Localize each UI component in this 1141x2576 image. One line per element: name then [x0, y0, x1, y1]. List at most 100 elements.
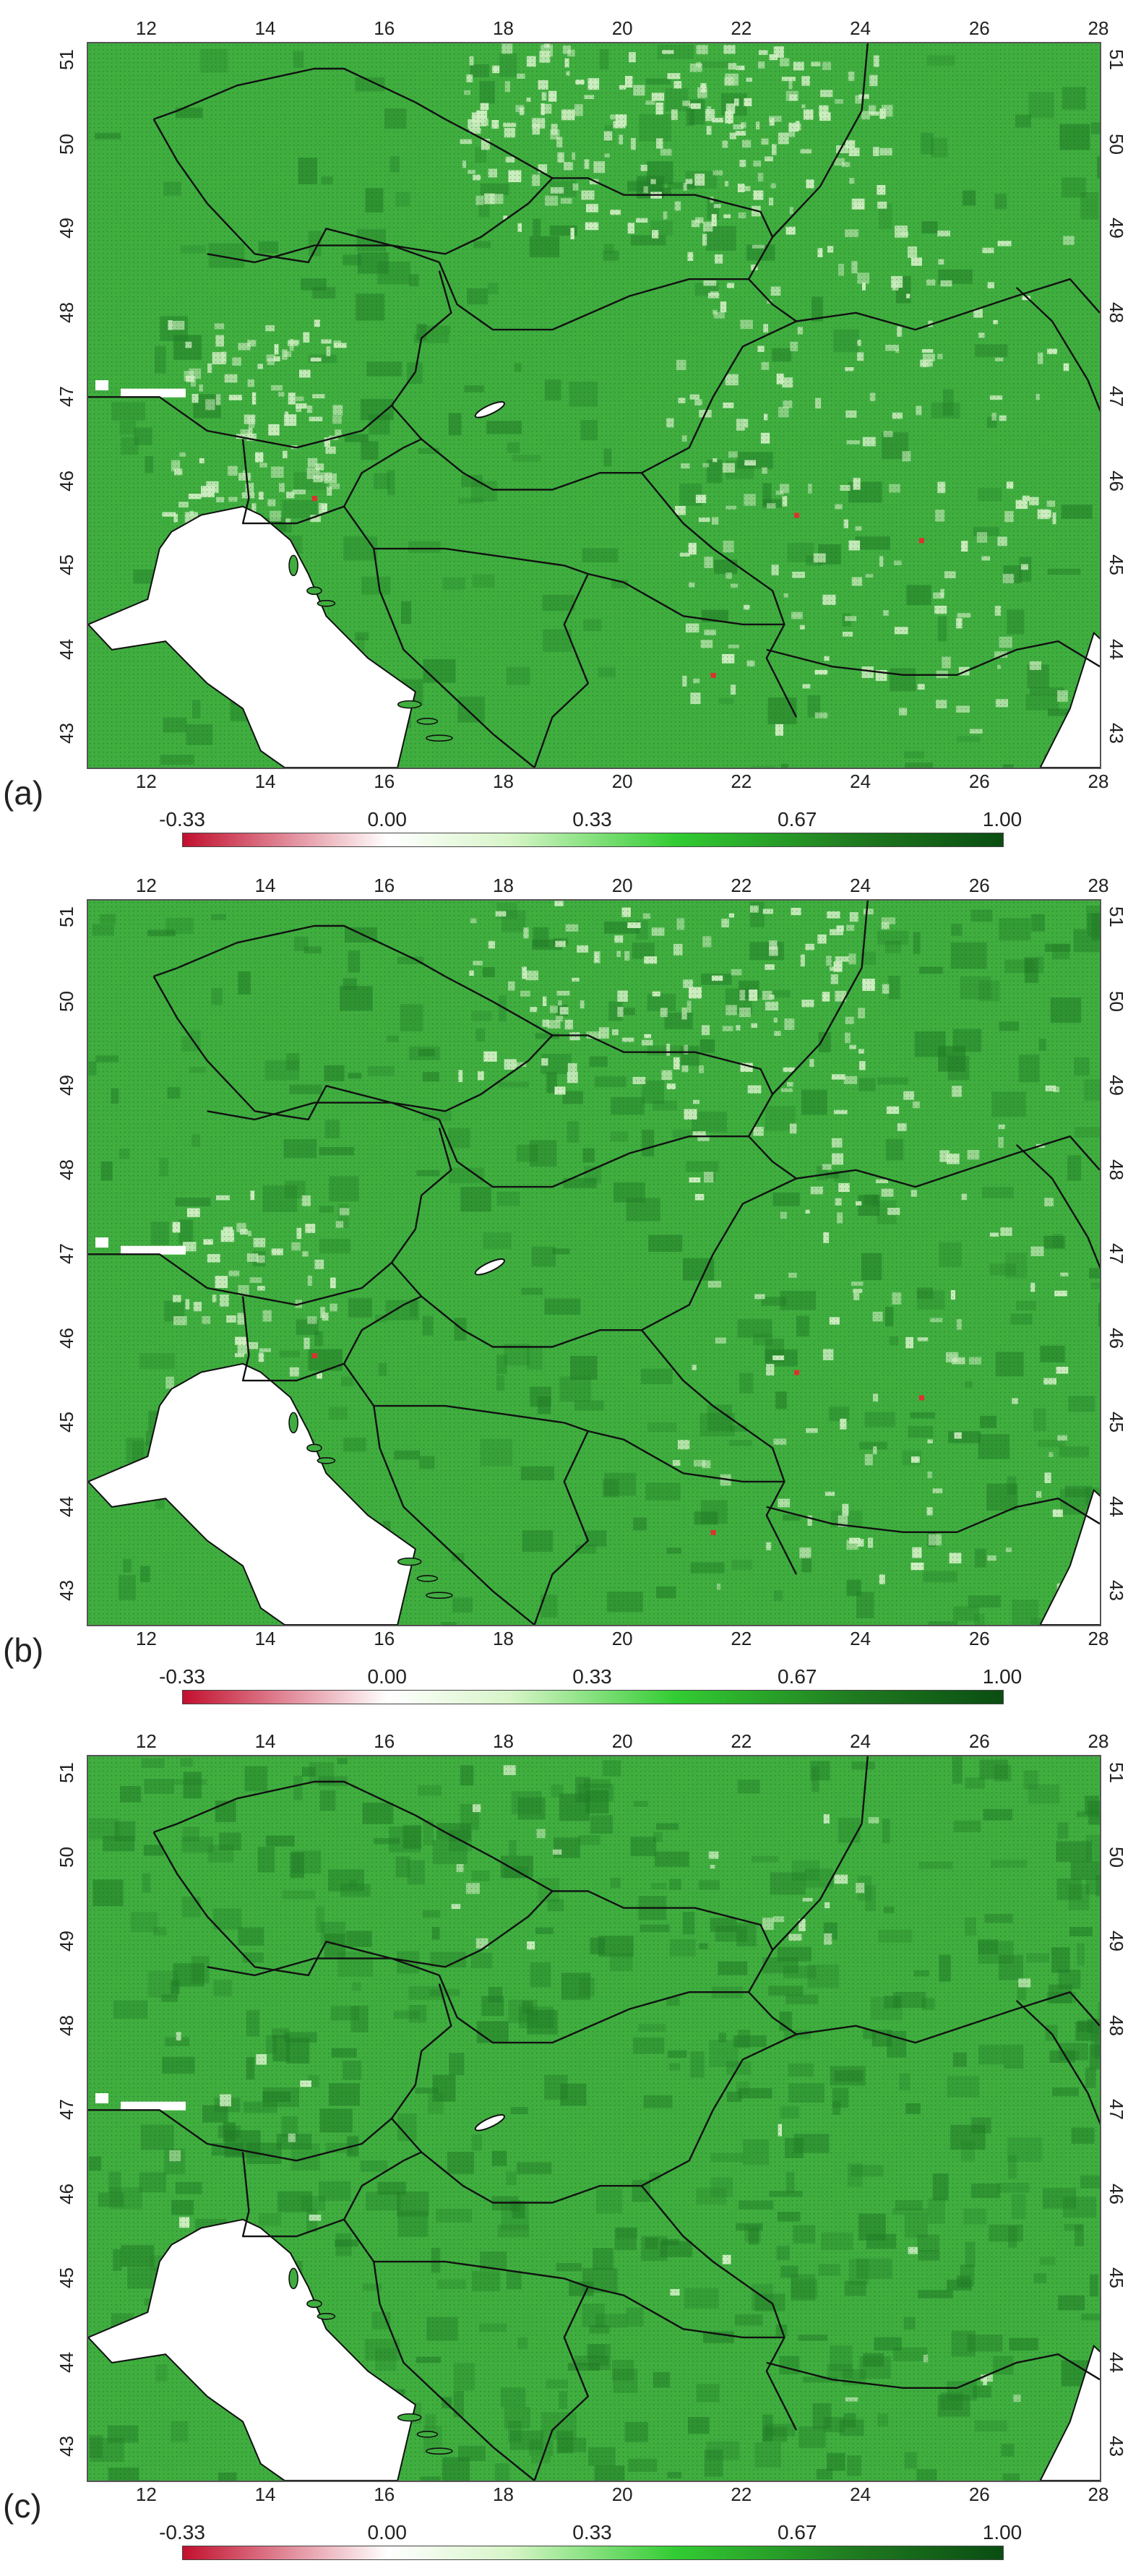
colorbar-tick-label: 0.00: [367, 2521, 408, 2543]
lat-tick-left: 43: [55, 723, 77, 744]
missing-cell: [121, 1245, 186, 1255]
country-border: [88, 1983, 452, 2162]
lat-tick-right: 50: [1105, 133, 1127, 155]
colorbar-tick-label: 0.67: [778, 2521, 817, 2543]
colorbar-tick-label: 0.33: [572, 1665, 612, 1688]
panel-label: (c): [3, 2487, 42, 2525]
negative-cell: [710, 1529, 716, 1535]
lon-tick-bottom: 28: [1088, 2483, 1109, 2505]
lon-tick-bottom: 20: [611, 2483, 633, 2505]
lat-tick-right: 43: [1105, 723, 1127, 744]
lon-tick-top: 12: [135, 17, 157, 39]
colorbar-tick-label: 0.33: [572, 808, 612, 830]
country-border: [640, 472, 798, 718]
lat-tick-left: 44: [55, 1495, 77, 1517]
lat-tick-right: 49: [1105, 1931, 1127, 1952]
lat-tick-right: 50: [1105, 1846, 1127, 1868]
colorbar-tick-label: 0.33: [572, 2521, 612, 2543]
island: [426, 1592, 453, 1600]
lat-tick-left: 47: [55, 386, 77, 408]
lon-tick-top: 18: [493, 1730, 514, 1752]
island: [306, 586, 322, 596]
island: [288, 1412, 298, 1434]
lon-tick-bottom: 14: [254, 2483, 276, 2505]
country-border: [343, 1363, 589, 1625]
lon-tick-bottom: 14: [254, 770, 276, 792]
missing-cell: [95, 2093, 108, 2104]
lon-tick-top: 18: [493, 17, 514, 39]
lat-tick-right: 51: [1105, 49, 1127, 71]
lat-tick-left: 49: [55, 1075, 77, 1096]
island: [416, 1575, 439, 1582]
country-border: [1015, 2000, 1100, 2126]
country-border: [241, 438, 422, 525]
colorbar-tick-label: 0.00: [367, 808, 408, 830]
country-border: [766, 2353, 1100, 2389]
lat-tick-right: 50: [1105, 990, 1127, 1012]
country-border: [772, 901, 869, 1095]
colorbar-tick-label: 0.67: [778, 808, 817, 830]
colorbar: [182, 1690, 1004, 1704]
lon-tick-top: 14: [254, 875, 276, 896]
lon-tick-top: 28: [1088, 1730, 1109, 1752]
lon-tick-bottom: 22: [731, 770, 752, 792]
lon-tick-top: 28: [1088, 17, 1109, 39]
lat-tick-right: 43: [1105, 2436, 1127, 2457]
map-frame: [87, 899, 1101, 1626]
lon-tick-top: 28: [1088, 875, 1109, 896]
lat-tick-right: 44: [1105, 1495, 1127, 1517]
lat-tick-right: 46: [1105, 470, 1127, 491]
lon-tick-bottom: 28: [1088, 1628, 1109, 1649]
colorbar-tick-label: -0.33: [159, 2521, 205, 2543]
country-border: [796, 1135, 1100, 1188]
country-border: [343, 2219, 589, 2481]
adriatic-sea: [88, 2218, 417, 2481]
lat-tick-right: 46: [1105, 1327, 1127, 1349]
lon-tick-top: 24: [850, 1730, 871, 1752]
island: [288, 554, 298, 577]
country-border: [438, 1890, 774, 2044]
lat-tick-left: 44: [55, 2351, 77, 2373]
lon-tick-top: 12: [135, 1730, 157, 1752]
lat-tick-right: 44: [1105, 2351, 1127, 2373]
country-border: [640, 2185, 798, 2431]
map-panel-a: 12 12 14 14 16 16 18 18 20 20 22 22 24 24 26 26 28 28 43 43…: [0, 0, 1141, 853]
negative-cell: [311, 1353, 317, 1359]
country-border: [772, 43, 869, 238]
country-border: [587, 572, 785, 626]
lon-tick-bottom: 24: [850, 1628, 871, 1649]
island: [288, 2267, 298, 2290]
lat-tick-right: 48: [1105, 2014, 1127, 2036]
colorbar-tick-label: 0.00: [367, 1665, 408, 1688]
lat-tick-left: 48: [55, 2014, 77, 2036]
island: [416, 2431, 439, 2438]
lat-tick-right: 49: [1105, 218, 1127, 239]
lon-tick-bottom: 14: [254, 1628, 276, 1649]
lon-tick-top: 22: [731, 875, 752, 896]
lon-tick-top: 24: [850, 875, 871, 896]
colorbar-tick-label: -0.33: [159, 808, 205, 830]
colorbar-tick-label: 1.00: [982, 2521, 1022, 2543]
lat-tick-left: 51: [55, 49, 77, 71]
colorbar-tick-label: 0.67: [778, 1665, 817, 1688]
lon-tick-bottom: 24: [850, 770, 871, 792]
island: [426, 2447, 453, 2455]
lon-tick-top: 22: [731, 17, 752, 39]
lon-tick-bottom: 26: [968, 1628, 990, 1649]
black-sea: [1039, 1488, 1100, 1625]
country-border: [373, 548, 535, 768]
lon-tick-bottom: 20: [611, 1628, 633, 1649]
country-border: [207, 244, 440, 264]
island: [306, 2299, 322, 2309]
country-border: [796, 1991, 1100, 2044]
lon-tick-top: 26: [968, 875, 990, 896]
lat-tick-right: 47: [1105, 1243, 1127, 1265]
missing-cell: [121, 2101, 186, 2111]
country-border: [766, 640, 1100, 676]
lat-tick-left: 50: [55, 990, 77, 1012]
country-border: [1015, 1144, 1100, 1270]
lon-tick-top: 16: [374, 875, 395, 896]
lat-tick-right: 48: [1105, 1159, 1127, 1180]
lon-tick-bottom: 26: [968, 2483, 990, 2505]
lon-tick-top: 16: [374, 17, 395, 39]
